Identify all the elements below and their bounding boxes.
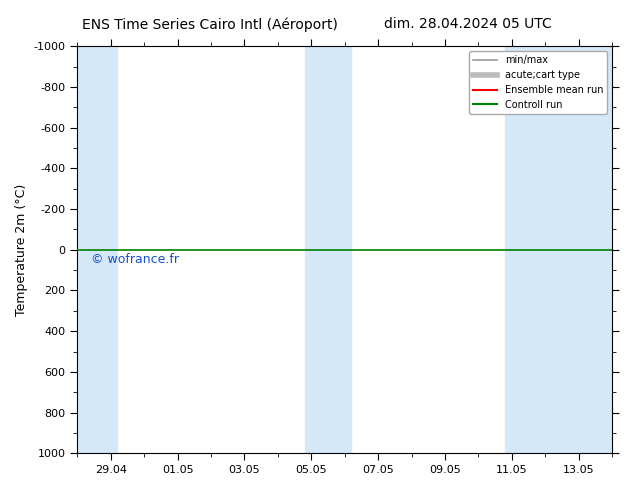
Bar	[77, 47, 117, 453]
Bar	[505, 47, 612, 453]
Text: ENS Time Series Cairo Intl (Aéroport): ENS Time Series Cairo Intl (Aéroport)	[82, 17, 339, 32]
Bar	[304, 47, 351, 453]
Text: © wofrance.fr: © wofrance.fr	[91, 253, 179, 267]
Text: dim. 28.04.2024 05 UTC: dim. 28.04.2024 05 UTC	[384, 17, 552, 31]
Legend: min/max, acute;cart type, Ensemble mean run, Controll run: min/max, acute;cart type, Ensemble mean …	[469, 51, 607, 114]
Y-axis label: Temperature 2m (°C): Temperature 2m (°C)	[15, 184, 28, 316]
